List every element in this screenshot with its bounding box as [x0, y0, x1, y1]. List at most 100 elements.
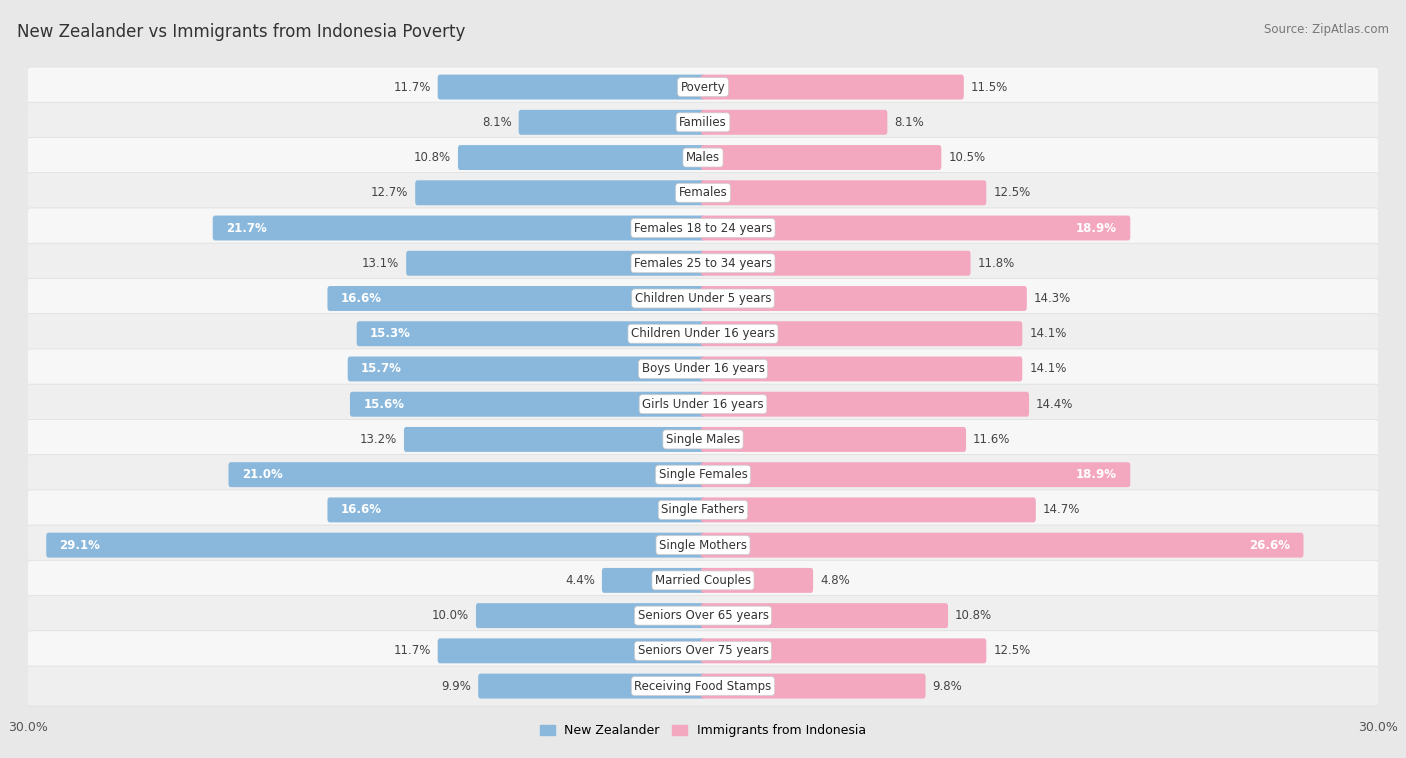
FancyBboxPatch shape — [702, 568, 813, 593]
Text: 15.6%: 15.6% — [363, 398, 405, 411]
Text: 9.8%: 9.8% — [932, 680, 962, 693]
Text: New Zealander vs Immigrants from Indonesia Poverty: New Zealander vs Immigrants from Indones… — [17, 23, 465, 41]
FancyBboxPatch shape — [702, 638, 986, 663]
Text: Females 18 to 24 years: Females 18 to 24 years — [634, 221, 772, 234]
FancyBboxPatch shape — [347, 356, 704, 381]
FancyBboxPatch shape — [27, 666, 1379, 706]
FancyBboxPatch shape — [702, 356, 1022, 381]
FancyBboxPatch shape — [702, 533, 1303, 558]
FancyBboxPatch shape — [27, 525, 1379, 565]
Text: Females 25 to 34 years: Females 25 to 34 years — [634, 257, 772, 270]
Text: 14.1%: 14.1% — [1029, 327, 1067, 340]
FancyBboxPatch shape — [702, 603, 948, 628]
Text: 8.1%: 8.1% — [482, 116, 512, 129]
Text: Receiving Food Stamps: Receiving Food Stamps — [634, 680, 772, 693]
FancyBboxPatch shape — [702, 462, 1130, 487]
Text: 4.4%: 4.4% — [565, 574, 595, 587]
FancyBboxPatch shape — [404, 427, 704, 452]
Text: 9.9%: 9.9% — [441, 680, 471, 693]
Text: Seniors Over 65 years: Seniors Over 65 years — [637, 609, 769, 622]
FancyBboxPatch shape — [27, 67, 1379, 107]
FancyBboxPatch shape — [27, 490, 1379, 530]
Text: 11.7%: 11.7% — [394, 644, 430, 657]
Text: Families: Families — [679, 116, 727, 129]
FancyBboxPatch shape — [702, 497, 1036, 522]
FancyBboxPatch shape — [350, 392, 704, 417]
Text: Single Males: Single Males — [666, 433, 740, 446]
FancyBboxPatch shape — [27, 419, 1379, 459]
Text: 15.7%: 15.7% — [361, 362, 402, 375]
Text: 11.8%: 11.8% — [977, 257, 1015, 270]
FancyBboxPatch shape — [702, 110, 887, 135]
FancyBboxPatch shape — [602, 568, 704, 593]
Text: Males: Males — [686, 151, 720, 164]
FancyBboxPatch shape — [415, 180, 704, 205]
Text: 11.7%: 11.7% — [394, 80, 430, 93]
Text: 10.5%: 10.5% — [948, 151, 986, 164]
Text: Source: ZipAtlas.com: Source: ZipAtlas.com — [1264, 23, 1389, 36]
FancyBboxPatch shape — [46, 533, 704, 558]
FancyBboxPatch shape — [406, 251, 704, 276]
FancyBboxPatch shape — [702, 215, 1130, 240]
Text: 18.9%: 18.9% — [1076, 468, 1116, 481]
Text: 10.8%: 10.8% — [413, 151, 451, 164]
FancyBboxPatch shape — [27, 314, 1379, 354]
Text: 13.2%: 13.2% — [360, 433, 396, 446]
Text: Children Under 5 years: Children Under 5 years — [634, 292, 772, 305]
Text: 21.0%: 21.0% — [242, 468, 283, 481]
FancyBboxPatch shape — [437, 638, 704, 663]
Text: 8.1%: 8.1% — [894, 116, 924, 129]
FancyBboxPatch shape — [27, 243, 1379, 283]
FancyBboxPatch shape — [702, 321, 1022, 346]
Text: 14.7%: 14.7% — [1043, 503, 1080, 516]
FancyBboxPatch shape — [328, 286, 704, 311]
FancyBboxPatch shape — [27, 596, 1379, 636]
FancyBboxPatch shape — [702, 392, 1029, 417]
Text: 16.6%: 16.6% — [340, 292, 382, 305]
Text: Single Females: Single Females — [658, 468, 748, 481]
Legend: New Zealander, Immigrants from Indonesia: New Zealander, Immigrants from Indonesia — [534, 719, 872, 742]
Text: 12.5%: 12.5% — [993, 644, 1031, 657]
Text: Boys Under 16 years: Boys Under 16 years — [641, 362, 765, 375]
FancyBboxPatch shape — [702, 427, 966, 452]
FancyBboxPatch shape — [27, 137, 1379, 177]
Text: 14.4%: 14.4% — [1036, 398, 1073, 411]
FancyBboxPatch shape — [27, 384, 1379, 424]
FancyBboxPatch shape — [229, 462, 704, 487]
Text: 12.7%: 12.7% — [371, 186, 408, 199]
FancyBboxPatch shape — [27, 102, 1379, 143]
FancyBboxPatch shape — [27, 173, 1379, 213]
FancyBboxPatch shape — [27, 349, 1379, 389]
Text: Poverty: Poverty — [681, 80, 725, 93]
FancyBboxPatch shape — [702, 180, 986, 205]
Text: 11.6%: 11.6% — [973, 433, 1011, 446]
Text: Single Fathers: Single Fathers — [661, 503, 745, 516]
FancyBboxPatch shape — [702, 145, 941, 170]
FancyBboxPatch shape — [702, 251, 970, 276]
Text: 26.6%: 26.6% — [1249, 539, 1291, 552]
FancyBboxPatch shape — [519, 110, 704, 135]
Text: 14.1%: 14.1% — [1029, 362, 1067, 375]
FancyBboxPatch shape — [27, 631, 1379, 671]
Text: 11.5%: 11.5% — [970, 80, 1008, 93]
FancyBboxPatch shape — [437, 74, 704, 99]
Text: 4.8%: 4.8% — [820, 574, 849, 587]
Text: 29.1%: 29.1% — [59, 539, 100, 552]
Text: Single Mothers: Single Mothers — [659, 539, 747, 552]
Text: 14.3%: 14.3% — [1033, 292, 1071, 305]
Text: Seniors Over 75 years: Seniors Over 75 years — [637, 644, 769, 657]
FancyBboxPatch shape — [478, 674, 704, 699]
Text: 13.1%: 13.1% — [363, 257, 399, 270]
Text: 18.9%: 18.9% — [1076, 221, 1116, 234]
FancyBboxPatch shape — [27, 455, 1379, 495]
Text: 10.8%: 10.8% — [955, 609, 993, 622]
Text: 10.0%: 10.0% — [432, 609, 470, 622]
Text: Children Under 16 years: Children Under 16 years — [631, 327, 775, 340]
FancyBboxPatch shape — [27, 208, 1379, 248]
FancyBboxPatch shape — [458, 145, 704, 170]
FancyBboxPatch shape — [27, 278, 1379, 318]
FancyBboxPatch shape — [702, 674, 925, 699]
Text: 15.3%: 15.3% — [370, 327, 411, 340]
Text: Females: Females — [679, 186, 727, 199]
Text: Girls Under 16 years: Girls Under 16 years — [643, 398, 763, 411]
